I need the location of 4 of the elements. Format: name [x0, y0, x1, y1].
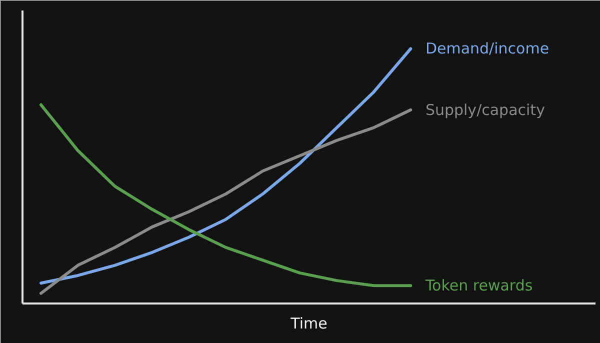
x-axis-title: Time: [290, 314, 328, 332]
series-label: Supply/capacity: [425, 100, 546, 119]
series-label: Token rewards: [424, 276, 533, 295]
series-label: Demand/income: [425, 40, 550, 58]
